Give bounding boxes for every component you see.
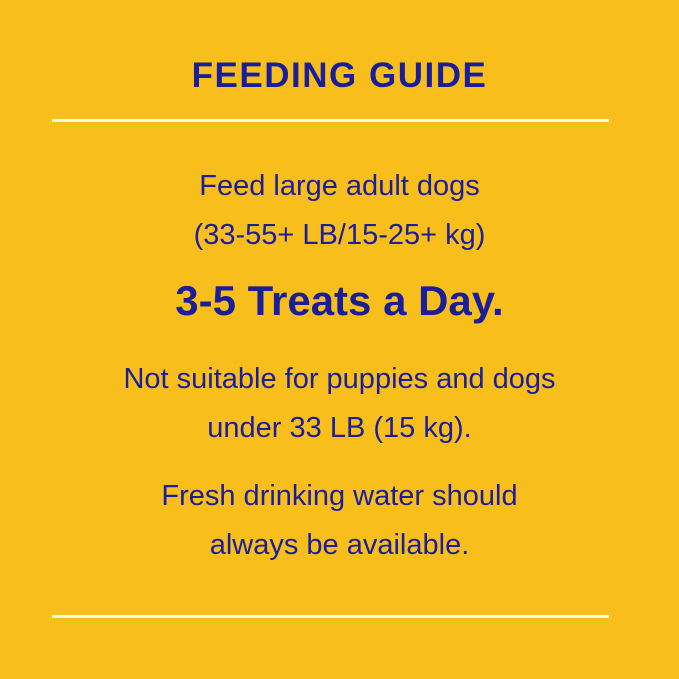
- intro-line: Feed large adult dogs: [199, 170, 480, 202]
- warning-text: Not suitable for puppies and dogs under …: [0, 355, 679, 453]
- water-line: Fresh drinking water should: [161, 480, 518, 512]
- water-text: Fresh drinking water should always be av…: [0, 472, 679, 570]
- page-title: FEEDING GUIDE: [191, 56, 488, 95]
- top-divider: [52, 119, 609, 122]
- water-line: always be available.: [209, 529, 470, 561]
- bottom-divider: [52, 615, 609, 618]
- intro-text: Feed large adult dogs (33-55+ LB/15-25+ …: [0, 162, 679, 260]
- warning-line: under 33 LB (15 kg).: [207, 412, 472, 444]
- warning-line: Not suitable for puppies and dogs: [123, 363, 556, 395]
- intro-line: (33-55+ LB/15-25+ kg): [193, 219, 486, 251]
- dosage-heading: 3-5 Treats a Day.: [175, 277, 504, 324]
